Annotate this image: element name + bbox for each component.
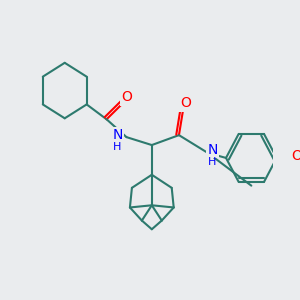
Text: O: O bbox=[180, 96, 191, 110]
Text: H: H bbox=[208, 157, 217, 167]
Text: O: O bbox=[291, 149, 300, 163]
Text: N: N bbox=[112, 128, 123, 142]
Text: N: N bbox=[207, 143, 218, 157]
Text: H: H bbox=[113, 142, 122, 152]
Text: O: O bbox=[121, 91, 132, 104]
